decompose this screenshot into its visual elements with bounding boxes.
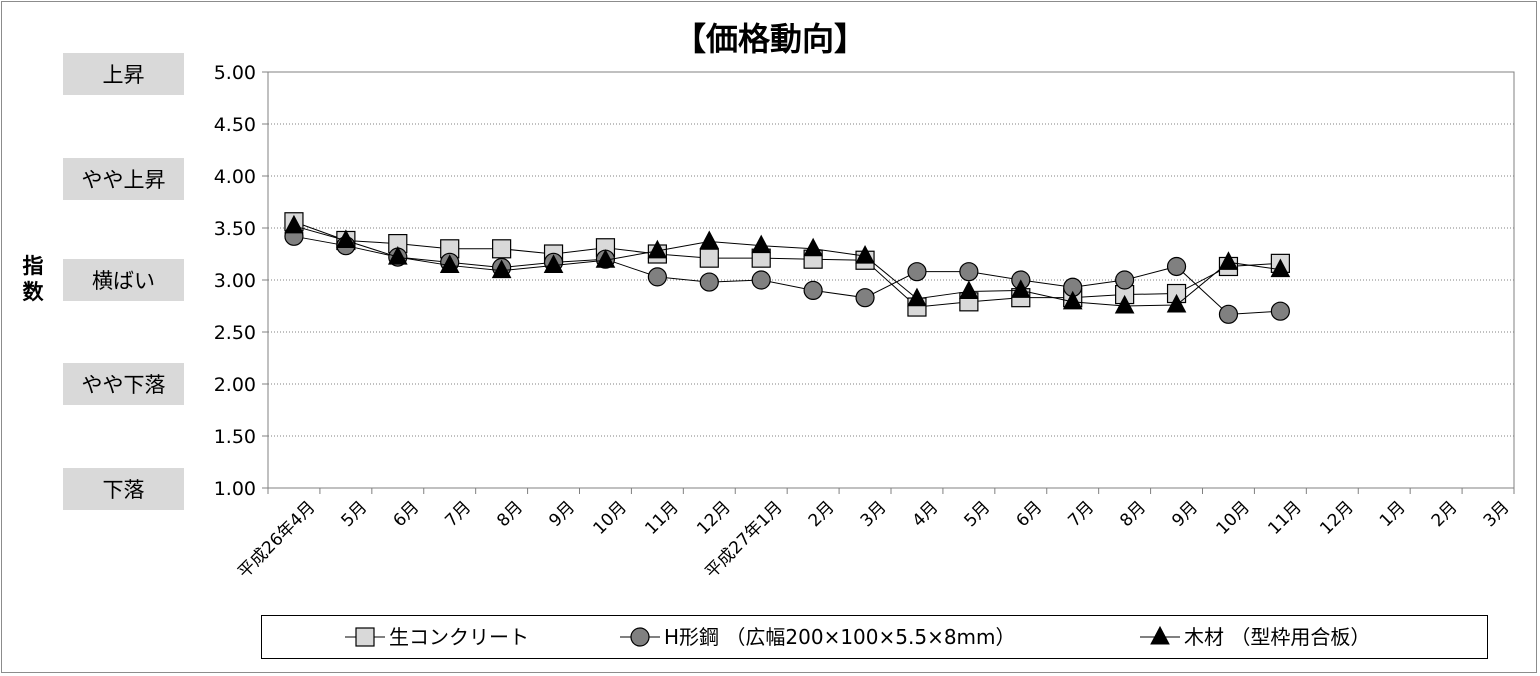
legend-marker-triangle bbox=[1150, 625, 1170, 645]
data-point-triangle bbox=[751, 234, 772, 254]
data-point-circle bbox=[647, 267, 667, 287]
level-label-slight-rise: やや上昇 bbox=[63, 158, 184, 200]
data-point-triangle bbox=[699, 230, 720, 250]
data-point-triangle bbox=[491, 259, 512, 279]
data-point-circle bbox=[699, 272, 719, 292]
level-label-fall: 下落 bbox=[63, 468, 184, 510]
data-point-square bbox=[699, 248, 719, 268]
data-point-circle bbox=[1218, 304, 1239, 324]
legend-marker-circle bbox=[630, 627, 650, 647]
level-label-rise: 上昇 bbox=[63, 53, 184, 95]
y-axis-title: 指数 bbox=[22, 254, 44, 304]
data-point-triangle bbox=[1010, 279, 1031, 298]
data-point-triangle bbox=[1062, 290, 1083, 310]
level-label-flat: 横ばい bbox=[63, 259, 184, 301]
y-tick-label: 3.00 bbox=[214, 270, 256, 292]
data-point-triangle bbox=[907, 287, 927, 307]
data-point-triangle bbox=[1114, 294, 1135, 314]
data-point-triangle bbox=[1270, 258, 1291, 278]
data-point-circle bbox=[1166, 256, 1187, 277]
data-point-triangle bbox=[595, 249, 616, 268]
data-point-circle bbox=[907, 262, 927, 282]
legend-label: 木材 （型枠用合板） bbox=[1184, 625, 1370, 649]
level-label-slight-fall: やや下落 bbox=[63, 363, 184, 405]
y-tick-label: 2.50 bbox=[214, 322, 256, 344]
y-tick-label: 4.00 bbox=[214, 166, 256, 188]
chart-title: 【価格動向】 bbox=[673, 20, 866, 58]
data-point-triangle bbox=[1166, 293, 1187, 313]
legend-label: H形鋼 （広幅200×100×5.5×8mm） bbox=[664, 625, 1016, 649]
y-tick-label: 2.00 bbox=[214, 374, 256, 396]
y-tick-label: 1.00 bbox=[214, 478, 256, 500]
series-line-triangle bbox=[293, 225, 1281, 307]
y-tick-label: 1.50 bbox=[214, 426, 256, 448]
data-point-triangle bbox=[284, 214, 304, 234]
data-point-triangle bbox=[439, 254, 460, 273]
data-point-circle bbox=[855, 288, 875, 308]
data-point-triangle bbox=[647, 239, 668, 259]
data-point-circle bbox=[1270, 301, 1290, 321]
legend-label: 生コンクリート bbox=[389, 625, 529, 649]
data-point-triangle bbox=[336, 229, 356, 248]
legend-marker-square bbox=[355, 627, 375, 647]
data-point-triangle bbox=[1218, 251, 1239, 270]
data-point-triangle bbox=[387, 246, 408, 265]
data-point-triangle bbox=[803, 237, 823, 257]
data-point-circle bbox=[751, 270, 771, 290]
legend bbox=[261, 615, 1488, 659]
data-point-triangle bbox=[543, 254, 564, 273]
y-tick-label: 3.50 bbox=[214, 218, 256, 240]
y-tick-label: 5.00 bbox=[214, 62, 256, 84]
data-point-triangle bbox=[855, 245, 875, 264]
y-tick-label: 4.50 bbox=[214, 114, 256, 136]
data-point-square bbox=[492, 239, 512, 259]
data-point-circle bbox=[803, 280, 823, 300]
data-point-circle bbox=[1115, 270, 1135, 290]
data-point-triangle bbox=[959, 280, 979, 299]
